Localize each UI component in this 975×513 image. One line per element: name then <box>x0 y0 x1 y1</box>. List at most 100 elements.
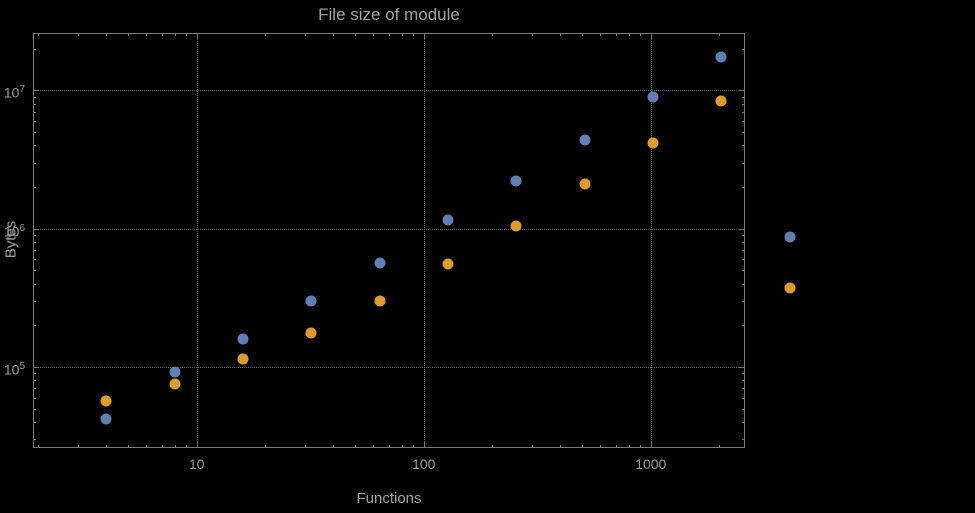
tick-mark <box>742 422 745 424</box>
h-gridline <box>33 367 745 369</box>
tick-mark <box>174 445 176 448</box>
tick-mark <box>650 33 652 39</box>
tick-mark <box>742 397 745 399</box>
tick-mark <box>33 96 36 98</box>
y-tick-label: 105 <box>3 361 25 378</box>
x-axis-label: Functions <box>356 490 422 507</box>
tick-mark <box>742 103 745 105</box>
tick-mark <box>532 445 534 448</box>
data-point <box>510 175 522 187</box>
data-point <box>100 413 112 425</box>
tick-mark <box>739 367 745 369</box>
tick-mark <box>33 162 36 164</box>
tick-mark <box>186 445 188 448</box>
tick-mark <box>742 301 745 303</box>
data-point <box>442 214 454 226</box>
tick-mark <box>33 380 36 382</box>
tick-mark <box>401 445 403 448</box>
data-point <box>169 378 181 390</box>
tick-mark <box>742 270 745 272</box>
tick-mark <box>742 235 745 237</box>
tick-mark <box>742 187 745 189</box>
h-gridline <box>33 228 745 230</box>
tick-mark <box>33 270 36 272</box>
tick-mark <box>33 250 36 252</box>
tick-mark <box>33 439 36 441</box>
tick-mark <box>719 33 721 36</box>
tick-mark <box>38 445 40 448</box>
tick-mark <box>33 90 39 92</box>
tick-mark <box>628 445 630 448</box>
data-point <box>784 282 796 294</box>
tick-mark <box>146 33 148 36</box>
data-point <box>715 51 727 63</box>
tick-mark <box>423 442 425 448</box>
tick-mark <box>739 90 745 92</box>
tick-mark <box>128 445 130 448</box>
tick-mark <box>33 325 36 327</box>
data-point <box>647 137 659 149</box>
tick-mark <box>305 33 307 36</box>
tick-mark <box>719 445 721 448</box>
y-tick-label: 107 <box>3 84 25 102</box>
tick-mark <box>174 33 176 36</box>
tick-mark <box>355 445 357 448</box>
plot-frame <box>33 33 745 448</box>
tick-mark <box>742 111 745 113</box>
data-point <box>305 327 317 339</box>
tick-mark <box>640 445 642 448</box>
tick-mark <box>492 33 494 36</box>
tick-mark <box>560 33 562 36</box>
data-point <box>305 295 317 307</box>
tick-mark <box>742 388 745 390</box>
tick-mark <box>33 242 36 244</box>
data-point <box>237 333 249 345</box>
tick-mark <box>373 445 375 448</box>
v-gridline <box>423 33 425 448</box>
tick-mark <box>186 33 188 36</box>
tick-mark <box>355 33 357 36</box>
tick-mark <box>600 445 602 448</box>
tick-mark <box>742 162 745 164</box>
tick-mark <box>742 242 745 244</box>
tick-mark <box>742 380 745 382</box>
tick-mark <box>650 442 652 448</box>
tick-mark <box>600 33 602 36</box>
data-point <box>510 220 522 232</box>
tick-mark <box>742 121 745 123</box>
tick-mark <box>373 33 375 36</box>
tick-mark <box>628 33 630 36</box>
tick-mark <box>38 33 40 36</box>
tick-mark <box>33 111 36 113</box>
data-point <box>237 353 249 365</box>
data-point <box>784 231 796 243</box>
tick-mark <box>742 250 745 252</box>
tick-mark <box>739 228 745 230</box>
tick-mark <box>388 33 390 36</box>
tick-mark <box>582 33 584 36</box>
tick-mark <box>742 439 745 441</box>
v-gridline <box>196 33 198 448</box>
data-point <box>374 257 386 268</box>
tick-mark <box>265 445 267 448</box>
tick-mark <box>582 445 584 448</box>
tick-mark <box>33 145 36 147</box>
tick-mark <box>742 145 745 147</box>
tick-mark <box>492 445 494 448</box>
x-tick-label: 100 <box>412 456 436 472</box>
tick-mark <box>33 132 36 134</box>
tick-mark <box>33 408 36 410</box>
tick-mark <box>33 422 36 424</box>
data-point <box>647 91 659 103</box>
tick-mark <box>560 445 562 448</box>
data-point <box>442 258 454 270</box>
tick-mark <box>33 397 36 399</box>
tick-mark <box>615 33 617 36</box>
tick-mark <box>742 283 745 285</box>
tick-mark <box>106 33 108 36</box>
tick-mark <box>106 445 108 448</box>
tick-mark <box>33 187 36 189</box>
tick-mark <box>305 445 307 448</box>
data-point <box>579 134 591 146</box>
